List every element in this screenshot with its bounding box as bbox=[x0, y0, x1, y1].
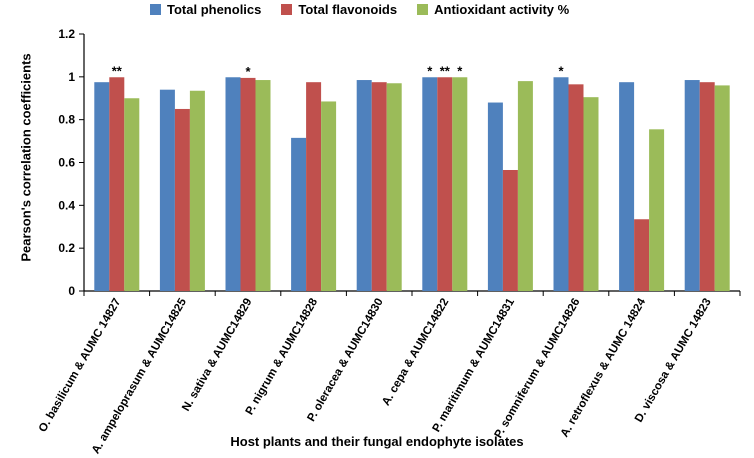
significance-mark: * bbox=[558, 63, 564, 78]
bar-total-flavonoids bbox=[502, 169, 518, 291]
bar-total-flavonoids bbox=[174, 108, 190, 291]
significance-mark: ** bbox=[112, 63, 123, 78]
x-axis-title: Host plants and their fungal endophyte i… bbox=[230, 434, 524, 449]
bar-total-flavonoids bbox=[371, 82, 387, 291]
bar-antioxidant-activity bbox=[124, 98, 140, 291]
x-category-label: P. nigrum & AUMC14828 bbox=[244, 296, 321, 417]
y-tick-label: 1.2 bbox=[58, 27, 75, 41]
legend-label-total-phenolics: Total phenolics bbox=[167, 2, 262, 17]
bar-antioxidant-activity bbox=[714, 85, 730, 292]
bar-total-phenolics bbox=[422, 77, 438, 292]
legend: Total phenolics Total flavonoids Antioxi… bbox=[150, 2, 569, 17]
x-category-label: N. sativa & AUMC14829 bbox=[180, 297, 254, 414]
legend-item-total-phenolics: Total phenolics bbox=[150, 2, 261, 17]
bar-total-phenolics bbox=[94, 82, 110, 291]
y-tick-label: 0.8 bbox=[58, 113, 75, 127]
bar-total-phenolics bbox=[487, 102, 503, 292]
x-category-label: D. viscosa & AUMC 14823 bbox=[633, 297, 714, 425]
legend-swatch-total-flavonoids bbox=[281, 4, 293, 15]
bar-total-flavonoids bbox=[699, 82, 715, 291]
x-category-label: A. cepa & AUMC14822 bbox=[380, 297, 451, 408]
bar-antioxidant-activity bbox=[583, 97, 599, 291]
y-tick-label: 0.2 bbox=[58, 241, 75, 255]
significance-mark: * bbox=[427, 63, 433, 78]
bar-total-phenolics bbox=[356, 80, 372, 291]
bar-antioxidant-activity bbox=[517, 81, 533, 291]
bar-total-flavonoids bbox=[437, 77, 453, 292]
y-tick-label: 0 bbox=[68, 284, 75, 298]
y-tick-label: 1 bbox=[68, 70, 75, 84]
bar-total-phenolics bbox=[553, 77, 569, 292]
bars bbox=[94, 77, 730, 292]
bar-total-phenolics bbox=[684, 80, 700, 291]
significance-mark: * bbox=[245, 64, 251, 79]
bar-total-phenolics bbox=[225, 77, 241, 292]
significance-mark: * bbox=[457, 63, 463, 78]
legend-swatch-total-phenolics bbox=[150, 4, 161, 15]
x-category-label: P. oleracea & AUMC14830 bbox=[305, 297, 385, 424]
y-tick-label: 0.4 bbox=[58, 198, 75, 212]
bar-total-flavonoids bbox=[634, 219, 650, 291]
bar-total-phenolics bbox=[619, 82, 635, 291]
bar-total-phenolics bbox=[159, 89, 175, 291]
bar-antioxidant-activity bbox=[452, 77, 468, 292]
legend-label-antioxidant-activity: Antioxidant activity % bbox=[434, 2, 570, 17]
bar-total-phenolics bbox=[291, 137, 307, 291]
y-tick-label: 0.6 bbox=[58, 156, 75, 170]
legend-label-total-flavonoids: Total flavonoids bbox=[298, 2, 398, 17]
bar-antioxidant-activity bbox=[189, 90, 205, 291]
significance-mark: ** bbox=[440, 63, 451, 78]
bar-antioxidant-activity bbox=[321, 101, 337, 292]
bar-total-flavonoids bbox=[568, 84, 584, 292]
bar-total-flavonoids bbox=[109, 77, 125, 292]
legend-item-antioxidant-activity: Antioxidant activity % bbox=[417, 2, 569, 17]
bar-total-flavonoids bbox=[306, 82, 322, 291]
bar-antioxidant-activity bbox=[649, 129, 665, 291]
bar-antioxidant-activity bbox=[255, 80, 271, 291]
legend-item-total-flavonoids: Total flavonoids bbox=[281, 2, 397, 17]
bar-antioxidant-activity bbox=[386, 83, 402, 291]
legend-swatch-antioxidant-activity bbox=[417, 4, 429, 15]
bar-total-flavonoids bbox=[240, 77, 256, 291]
